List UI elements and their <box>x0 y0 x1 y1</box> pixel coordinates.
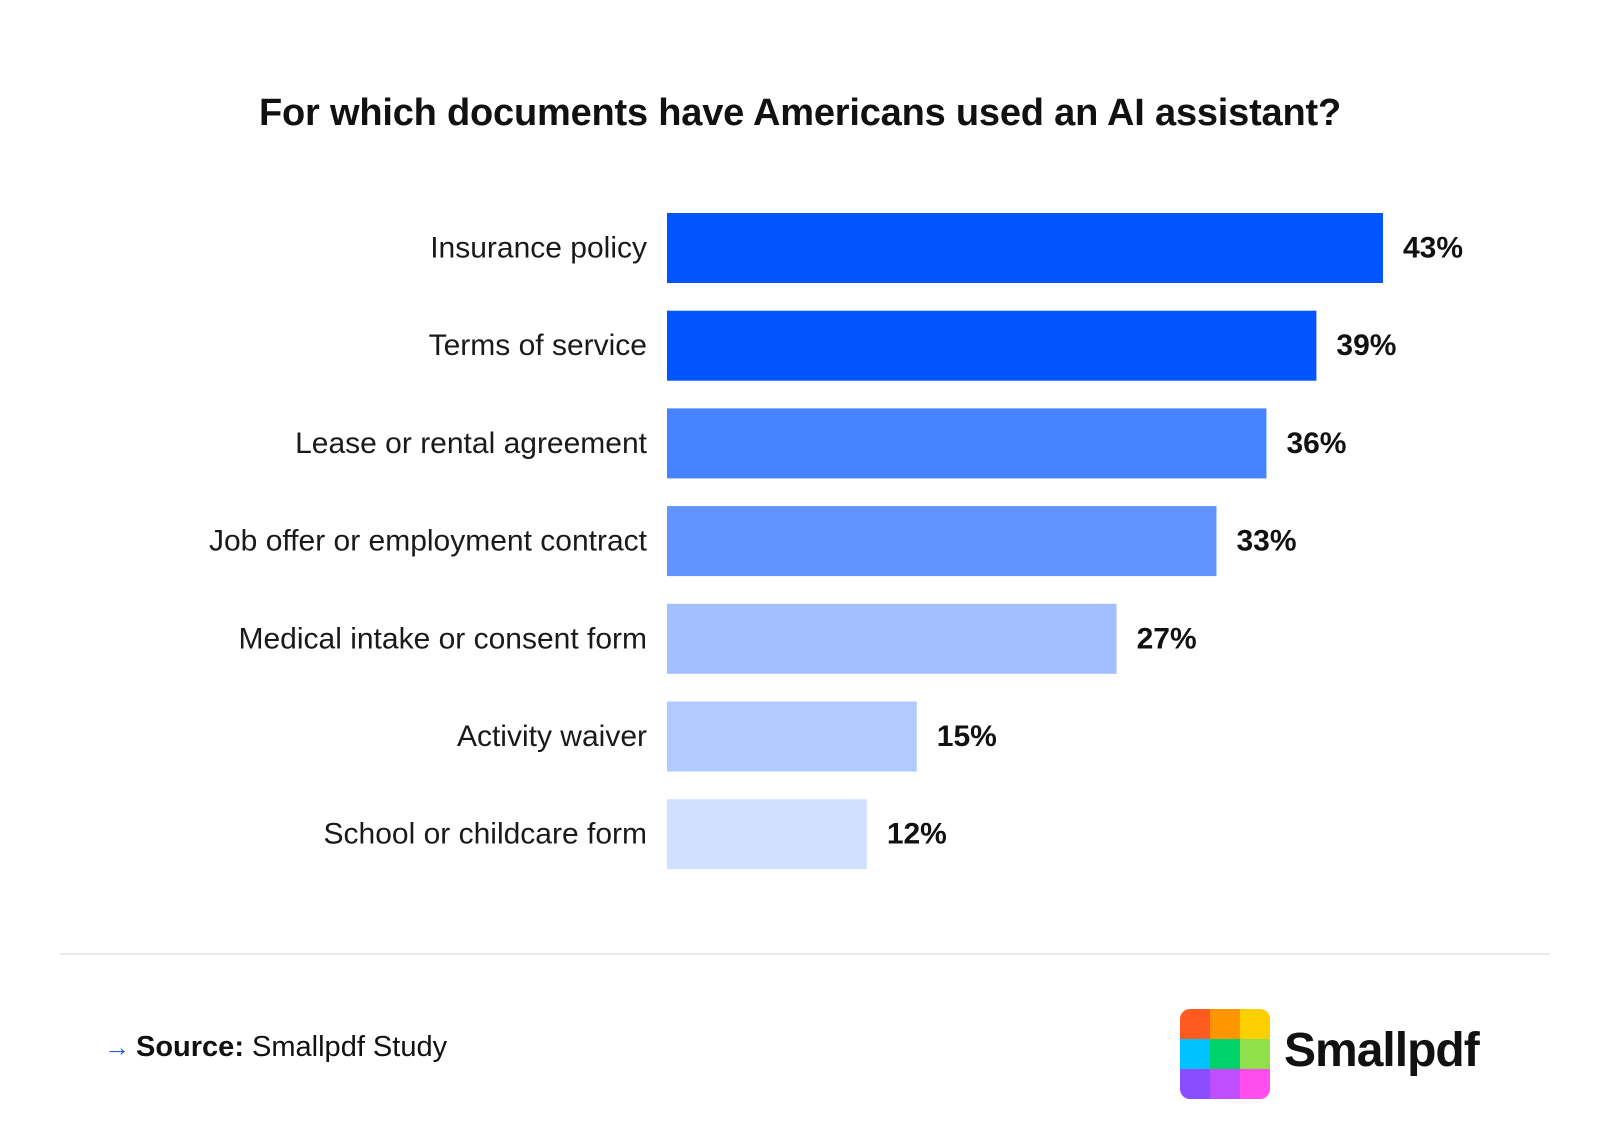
bar <box>667 408 1267 479</box>
value-label: 27% <box>1137 622 1197 655</box>
value-label: 39% <box>1336 329 1396 362</box>
logo-tile <box>1180 1069 1210 1099</box>
category-label: Lease or rental agreement <box>295 427 648 460</box>
category-label: Medical intake or consent form <box>238 622 647 655</box>
brand-name: Smallpdf <box>1284 1024 1480 1077</box>
divider <box>60 953 1550 955</box>
logo-tile <box>1180 1039 1210 1069</box>
category-label: Job offer or employment contract <box>209 525 648 558</box>
logo-tile <box>1210 1039 1240 1069</box>
value-label: 36% <box>1286 427 1346 460</box>
value-label: 43% <box>1403 232 1463 265</box>
category-label: Activity waiver <box>457 720 647 753</box>
logo-tile <box>1240 1039 1270 1069</box>
source-label: Source: <box>136 1031 244 1063</box>
smallpdf-logo-icon <box>1180 1009 1270 1099</box>
category-label: School or childcare form <box>324 818 647 851</box>
logo-tile <box>1210 1009 1240 1039</box>
logo-tile <box>1210 1069 1240 1099</box>
bar <box>667 310 1317 381</box>
arrow-right-icon: → <box>104 1032 130 1062</box>
source-line: → Source: Smallpdf Study <box>104 1031 447 1064</box>
bar <box>667 701 917 772</box>
value-label: 33% <box>1236 525 1296 558</box>
chart-title: For which documents have Americans used … <box>259 92 1341 134</box>
bar <box>667 506 1217 577</box>
bar-chart: Insurance policy 43% Terms of service 39% Le… <box>209 213 1463 870</box>
category-label: Insurance policy <box>430 232 647 265</box>
logo-tile <box>1240 1009 1270 1039</box>
bar <box>667 799 867 870</box>
value-label: 15% <box>937 720 997 753</box>
value-label: 12% <box>887 818 947 851</box>
logo-tile <box>1240 1069 1270 1099</box>
bar <box>667 213 1383 283</box>
logo-tile <box>1180 1009 1210 1039</box>
category-label: Terms of service <box>429 329 647 362</box>
source-text: Smallpdf Study <box>252 1031 448 1063</box>
bar <box>667 603 1117 674</box>
